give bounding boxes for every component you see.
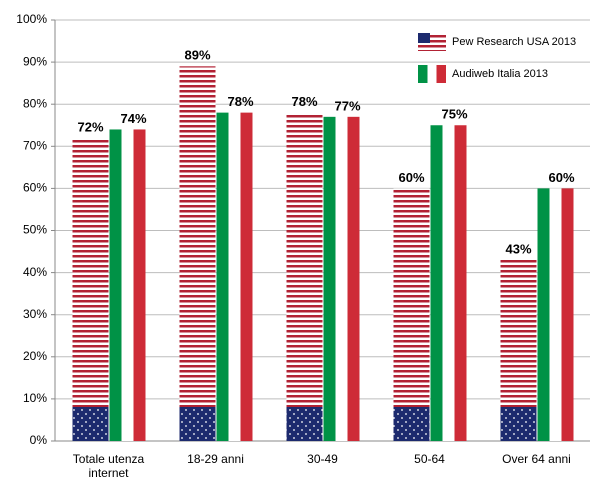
y-tick-label: 10% [23,391,47,405]
flag-canton [179,407,216,441]
value-label: 60% [398,170,424,185]
y-tick-label: 70% [23,138,47,152]
y-tick-label: 50% [23,223,47,237]
bar [72,137,109,441]
bar [286,112,323,442]
y-tick-label: 100% [16,12,47,26]
value-label: 89% [184,48,210,63]
legend-swatch-canton [418,33,430,43]
legend-label: Audiweb Italia 2013 [452,68,548,80]
y-tick-label: 20% [23,349,47,363]
value-label: 43% [505,241,531,256]
value-label: 60% [548,170,574,185]
x-tick-label: Over 64 anni [502,452,571,466]
y-tick-label: 90% [23,54,47,68]
y-tick-label: 40% [23,265,47,279]
x-tick-label: Totale utenza internet [72,452,145,480]
value-label: 78% [227,94,253,109]
y-tick-label: 30% [23,307,47,321]
value-label: 77% [334,98,360,113]
bar [393,188,430,441]
flag-canton [72,407,109,441]
flag-canton [393,407,430,441]
x-tick-label: 50-64 [414,452,445,466]
y-tick-label: 0% [30,433,48,447]
legend-swatch [418,65,446,83]
bar [430,125,467,441]
y-tick-label: 80% [23,96,47,110]
bar [537,188,574,441]
flag-canton [286,407,323,441]
flag-canton [500,407,537,441]
bar [216,112,253,442]
x-tick-label: 30-49 [307,452,338,466]
value-label: 75% [441,107,467,122]
bar [179,66,216,441]
value-label: 72% [77,119,103,134]
legend-label: Pew Research USA 2013 [452,36,576,48]
value-label: 78% [291,94,317,109]
value-label: 74% [120,111,146,126]
bar [109,129,146,441]
bar [323,116,360,441]
x-tick-label: 18-29 anni [187,452,244,466]
y-tick-label: 60% [23,181,47,195]
